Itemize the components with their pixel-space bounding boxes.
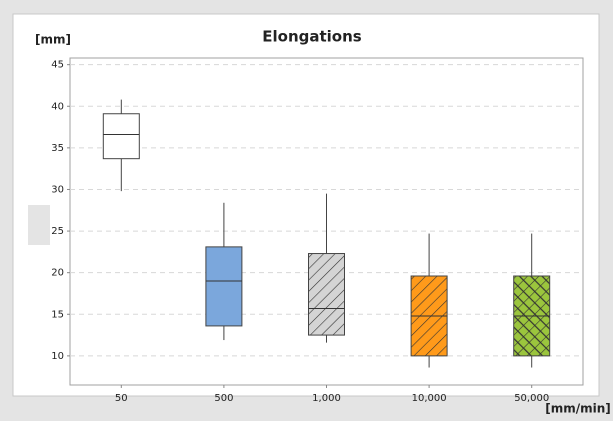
y-tick-label: 10: [51, 351, 64, 362]
y-tick-label: 20: [51, 268, 64, 279]
y-axis-label: [mm]: [35, 33, 71, 47]
x-tick-label: 10,000: [412, 393, 447, 404]
y-tick-label: 35: [51, 143, 64, 154]
y-tick-label: 25: [51, 226, 64, 237]
y-tick-label: 40: [51, 101, 64, 112]
x-tick-label: 50,000: [514, 393, 549, 404]
x-tick-label: 500: [214, 393, 233, 404]
y-tick-label: 45: [51, 60, 64, 71]
chart-title: Elongations: [262, 28, 362, 46]
x-tick-label: 50: [115, 393, 128, 404]
box: [205, 246, 243, 327]
x-tick-label: 1,000: [312, 393, 341, 404]
side-tab: [28, 205, 50, 245]
y-tick-label: 30: [51, 184, 64, 195]
box: [308, 253, 345, 336]
x-axis-label: [mm/min]: [545, 402, 611, 416]
y-tick-label: 15: [51, 309, 64, 320]
box: [102, 113, 140, 160]
